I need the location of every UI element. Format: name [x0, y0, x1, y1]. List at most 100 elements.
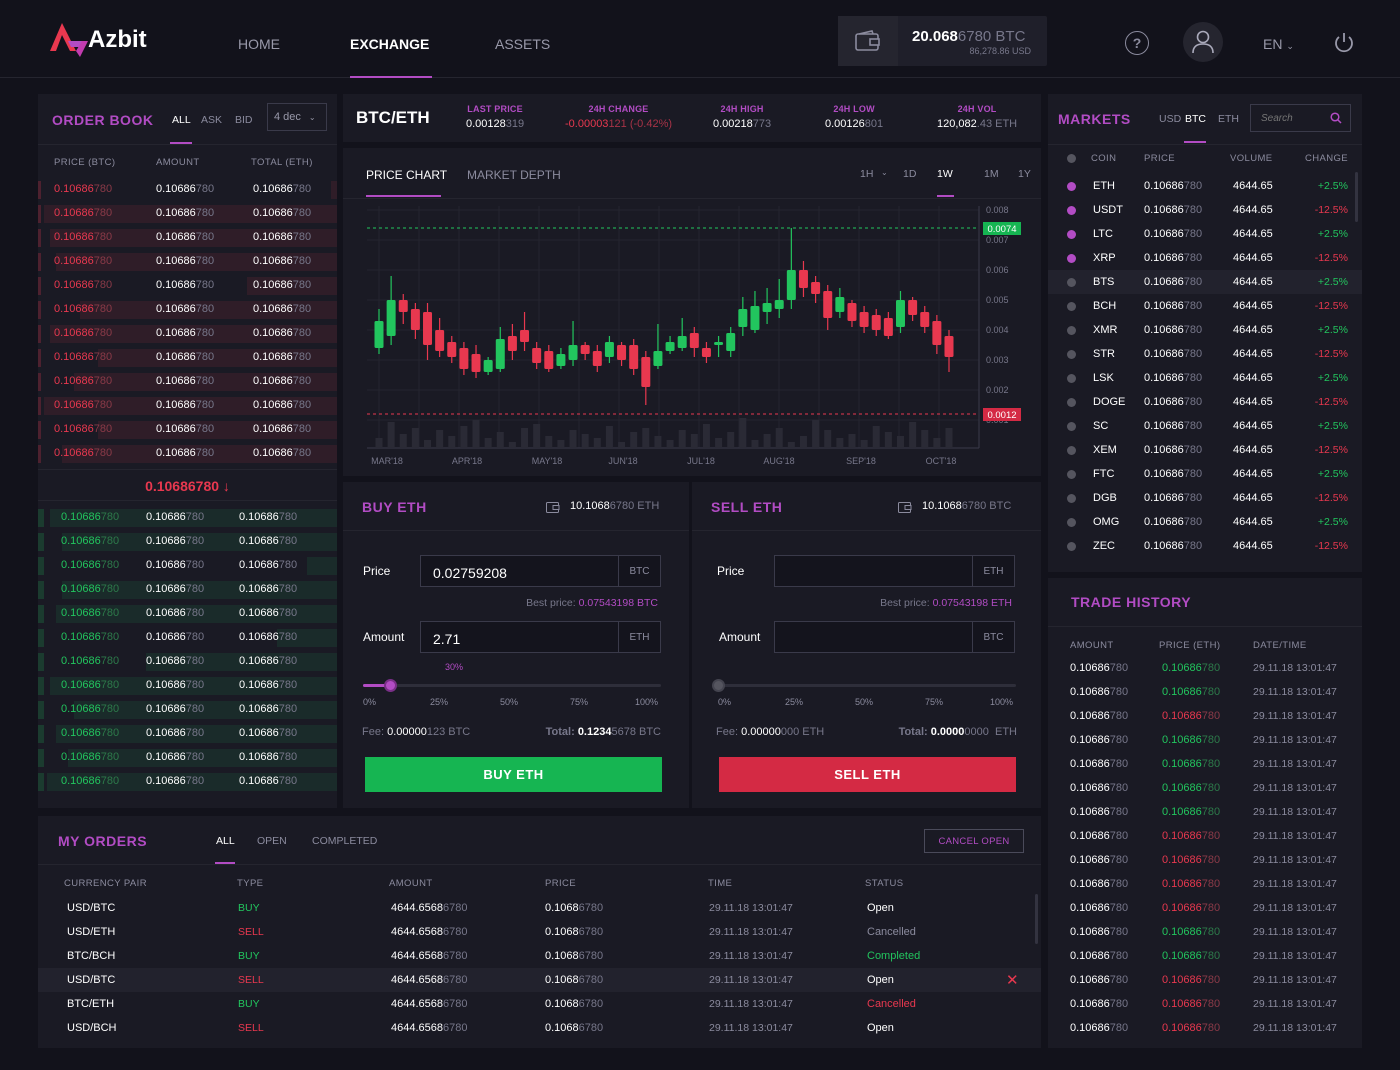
market-row-usdt[interactable]: USDT 0.10686780 4644.65 -12.5% — [1048, 198, 1362, 222]
logo[interactable]: Azbit — [50, 20, 147, 60]
favorite-dot[interactable] — [1067, 302, 1076, 311]
bid-row[interactable]: 0.10686780 0.10686780 0.10686780 — [38, 650, 337, 674]
markets-scrollbar[interactable] — [1355, 172, 1358, 222]
sell-amount-slider[interactable] — [712, 678, 1016, 692]
order-row[interactable]: BTC/ETH BUY 4644.65686780 0.10686780 29.11.1… — [38, 992, 1041, 1016]
bid-row[interactable]: 0.10686780 0.10686780 0.10686780 — [38, 770, 337, 794]
bid-row[interactable]: 0.10686780 0.10686780 0.10686780 — [38, 698, 337, 722]
favorite-dot[interactable] — [1067, 374, 1076, 383]
favorite-dot[interactable] — [1067, 518, 1076, 527]
bid-row[interactable]: 0.10686780 0.10686780 0.10686780 — [38, 722, 337, 746]
interval-1w[interactable]: 1W — [937, 168, 953, 180]
market-row-str[interactable]: STR 0.10686780 4644.65 -12.5% — [1048, 342, 1362, 366]
ask-row[interactable]: 0.10686780 0.10686780 0.10686780 — [38, 346, 337, 370]
order-row[interactable]: BTC/BCH BUY 4644.65686780 0.10686780 29.11.1… — [38, 944, 1041, 968]
decimals-select[interactable]: 4 dec ⌄ — [267, 103, 327, 131]
markets-tab-usd[interactable]: USD — [1159, 113, 1182, 125]
favorite-dot[interactable] — [1067, 494, 1076, 503]
buy-button[interactable]: BUY ETH — [365, 757, 662, 792]
sell-amount-input[interactable]: BTC — [774, 621, 1015, 653]
sell-price-input[interactable]: ETH — [774, 555, 1015, 587]
market-row-omg[interactable]: OMG 0.10686780 4644.65 +2.5% — [1048, 510, 1362, 534]
bid-row[interactable]: 0.10686780 0.10686780 0.10686780 — [38, 530, 337, 554]
ask-row[interactable]: 0.10686780 0.10686780 0.10686780 — [38, 394, 337, 418]
order-row[interactable]: USD/ETH SELL 4644.65686780 0.10686780 29.11.… — [38, 920, 1041, 944]
nav-exchange[interactable]: EXCHANGE — [350, 36, 430, 52]
favorite-dot[interactable] — [1067, 182, 1076, 191]
favorite-dot[interactable] — [1067, 230, 1076, 239]
ob-tab-ask[interactable]: ASK — [201, 114, 223, 126]
slider-handle[interactable] — [383, 679, 397, 692]
interval-1h[interactable]: 1H — [860, 168, 874, 180]
nav-assets[interactable]: ASSETS — [495, 36, 551, 52]
ask-row[interactable]: 0.10686780 0.10686780 0.10686780 — [38, 250, 337, 274]
favorite-dot[interactable] — [1067, 422, 1076, 431]
order-row[interactable]: USD/BTC SELL 4644.65686780 0.10686780 29.11.… — [38, 968, 1041, 992]
favorite-dot[interactable] — [1067, 278, 1076, 287]
orders-scrollbar[interactable] — [1035, 894, 1038, 944]
ask-row[interactable]: 0.10686780 0.10686780 0.10686780 — [38, 370, 337, 394]
order-row[interactable]: USD/BTC BUY 4644.65686780 0.10686780 29.11.1… — [38, 896, 1041, 920]
power-icon[interactable] — [1333, 32, 1355, 54]
slider-handle[interactable] — [712, 679, 725, 692]
market-row-ltc[interactable]: LTC 0.10686780 4644.65 +2.5% — [1048, 222, 1362, 246]
market-row-xem[interactable]: XEM 0.10686780 4644.65 -12.5% — [1048, 438, 1362, 462]
tab-price-chart[interactable]: PRICE CHART — [366, 168, 448, 182]
ask-row[interactable]: 0.10686780 0.10686780 0.10686780 — [38, 274, 337, 298]
ob-tab-all[interactable]: ALL — [172, 114, 191, 126]
bid-row[interactable]: 0.10686780 0.10686780 0.10686780 — [38, 626, 337, 650]
candlestick-chart[interactable]: 0.008 0.007 0.006 0.005 0.004 0.003 0.002 0.001… — [343, 200, 1041, 476]
avatar[interactable] — [1183, 22, 1223, 62]
markets-tab-btc[interactable]: BTC — [1185, 113, 1206, 125]
orders-tab-completed[interactable]: COMPLETED — [312, 835, 378, 847]
ask-row[interactable]: 0.10686780 0.10686780 0.10686780 — [38, 418, 337, 442]
market-row-eth[interactable]: ETH 0.10686780 4644.65 +2.5% — [1048, 174, 1362, 198]
ob-tab-bid[interactable]: BID — [235, 114, 253, 126]
bid-row[interactable]: 0.10686780 0.10686780 0.10686780 — [38, 602, 337, 626]
market-row-ftc[interactable]: FTC 0.10686780 4644.65 +2.5% — [1048, 462, 1362, 486]
nav-home[interactable]: HOME — [238, 36, 280, 52]
ask-row[interactable]: 0.10686780 0.10686780 0.10686780 — [38, 442, 337, 466]
favorite-dot[interactable] — [1067, 470, 1076, 479]
market-row-dgb[interactable]: DGB 0.10686780 4644.65 -12.5% — [1048, 486, 1362, 510]
bid-row[interactable]: 0.10686780 0.10686780 0.10686780 — [38, 746, 337, 770]
buy-best-value[interactable]: 0.07543198 BTC — [578, 597, 658, 609]
market-row-sc[interactable]: SC 0.10686780 4644.65 +2.5% — [1048, 414, 1362, 438]
interval-1d[interactable]: 1D — [903, 168, 917, 180]
favorite-dot[interactable] — [1067, 398, 1076, 407]
order-row[interactable]: USD/BCH SELL 4644.65686780 0.10686780 29.11.… — [38, 1016, 1041, 1040]
search-input[interactable] — [1251, 105, 1329, 131]
ask-row[interactable]: 0.10686780 0.10686780 0.10686780 — [38, 178, 337, 202]
tab-market-depth[interactable]: MARKET DEPTH — [467, 168, 561, 182]
favorite-dot[interactable] — [1067, 254, 1076, 263]
language-select[interactable]: EN ⌄ — [1263, 36, 1294, 52]
markets-tab-eth[interactable]: ETH — [1218, 113, 1239, 125]
search-box[interactable] — [1250, 104, 1351, 132]
help-icon[interactable]: ? — [1125, 31, 1149, 55]
search-icon[interactable] — [1330, 112, 1342, 124]
sell-button[interactable]: SELL ETH — [719, 757, 1016, 792]
bid-row[interactable]: 0.10686780 0.10686780 0.10686780 — [38, 674, 337, 698]
ask-row[interactable]: 0.10686780 0.10686780 0.10686780 — [38, 298, 337, 322]
ask-row[interactable]: 0.10686780 0.10686780 0.10686780 — [38, 322, 337, 346]
favorite-dot[interactable] — [1067, 350, 1076, 359]
bid-row[interactable]: 0.10686780 0.10686780 0.10686780 — [38, 506, 337, 530]
buy-amount-slider[interactable] — [363, 678, 661, 692]
market-row-xrp[interactable]: XRP 0.10686780 4644.65 -12.5% — [1048, 246, 1362, 270]
cancel-open-button[interactable]: CANCEL OPEN — [924, 829, 1024, 853]
close-icon[interactable]: ✕ — [1006, 972, 1019, 989]
interval-1y[interactable]: 1Y — [1018, 168, 1031, 180]
bid-row[interactable]: 0.10686780 0.10686780 0.10686780 — [38, 578, 337, 602]
bid-row[interactable]: 0.10686780 0.10686780 0.10686780 — [38, 554, 337, 578]
favorite-dot[interactable] — [1067, 542, 1076, 551]
sell-best-value[interactable]: 0.07543198 ETH — [932, 597, 1012, 609]
market-row-bch[interactable]: BCH 0.10686780 4644.65 -12.5% — [1048, 294, 1362, 318]
buy-amount-input[interactable]: 2.71 ETH — [420, 621, 661, 653]
orders-tab-open[interactable]: OPEN — [257, 835, 287, 847]
favorite-dot[interactable] — [1067, 446, 1076, 455]
interval-1m[interactable]: 1M — [984, 168, 999, 180]
orders-tab-all[interactable]: ALL — [216, 835, 235, 847]
market-row-lsk[interactable]: LSK 0.10686780 4644.65 +2.5% — [1048, 366, 1362, 390]
favorite-dot[interactable] — [1067, 326, 1076, 335]
ask-row[interactable]: 0.10686780 0.10686780 0.10686780 — [38, 202, 337, 226]
